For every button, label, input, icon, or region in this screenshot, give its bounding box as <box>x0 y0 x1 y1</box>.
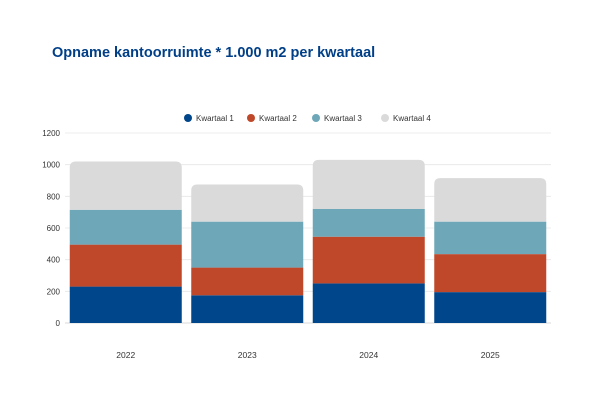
bar-segment-2022-kwartaal-2 <box>69 244 182 287</box>
x-axis: 2022 2023 2024 2025 <box>116 350 500 360</box>
legend-swatch <box>312 114 320 122</box>
bar-segment-2023-kwartaal-4 <box>191 184 304 222</box>
bar-segment-2025-kwartaal-2 <box>434 254 547 293</box>
y-tick-label: 800 <box>47 192 61 201</box>
x-category-label: 2024 <box>359 350 378 360</box>
y-tick-label: 0 <box>56 319 61 328</box>
legend-label: Kwartaal 1 <box>196 114 234 123</box>
bar-segment-2023-kwartaal-1 <box>191 295 304 323</box>
bar-segment-2024-kwartaal-1 <box>312 283 425 323</box>
x-category-label: 2025 <box>481 350 500 360</box>
y-tick-label: 400 <box>47 256 61 265</box>
y-axis: 0 200 400 600 800 1000 1200 <box>42 129 60 328</box>
legend-label: Kwartaal 4 <box>393 114 431 123</box>
bar-segment-2025-kwartaal-3 <box>434 221 547 255</box>
legend-label: Kwartaal 3 <box>324 114 362 123</box>
bar-segment-2023-kwartaal-3 <box>191 221 304 268</box>
bar-segment-2024-kwartaal-3 <box>312 209 425 237</box>
bar-segment-2022-kwartaal-3 <box>69 209 182 245</box>
bar-segment-2024-kwartaal-2 <box>312 236 425 284</box>
bars <box>69 159 547 323</box>
bar-segment-2024-kwartaal-4 <box>312 159 425 209</box>
bar-segment-2022-kwartaal-1 <box>69 286 182 323</box>
chart-title: Opname kantoorruimte * 1.000 m2 per kwar… <box>52 45 376 61</box>
bar-segment-2025-kwartaal-1 <box>434 292 547 323</box>
x-category-label: 2023 <box>238 350 257 360</box>
y-tick-label: 600 <box>47 224 61 233</box>
x-category-label: 2022 <box>116 350 135 360</box>
legend-label: Kwartaal 2 <box>259 114 297 123</box>
legend: Kwartaal 1 Kwartaal 2 Kwartaal 3 Kwartaal 4 <box>184 114 431 123</box>
y-tick-label: 200 <box>47 287 61 296</box>
legend-swatch <box>184 114 192 122</box>
legend-swatch <box>247 114 255 122</box>
bar-segment-2025-kwartaal-4 <box>434 178 547 222</box>
bar-segment-2023-kwartaal-2 <box>191 267 304 296</box>
bar-segment-2022-kwartaal-4 <box>69 161 182 210</box>
y-tick-label: 1000 <box>42 161 60 170</box>
y-tick-label: 1200 <box>42 129 60 138</box>
legend-swatch <box>381 114 389 122</box>
